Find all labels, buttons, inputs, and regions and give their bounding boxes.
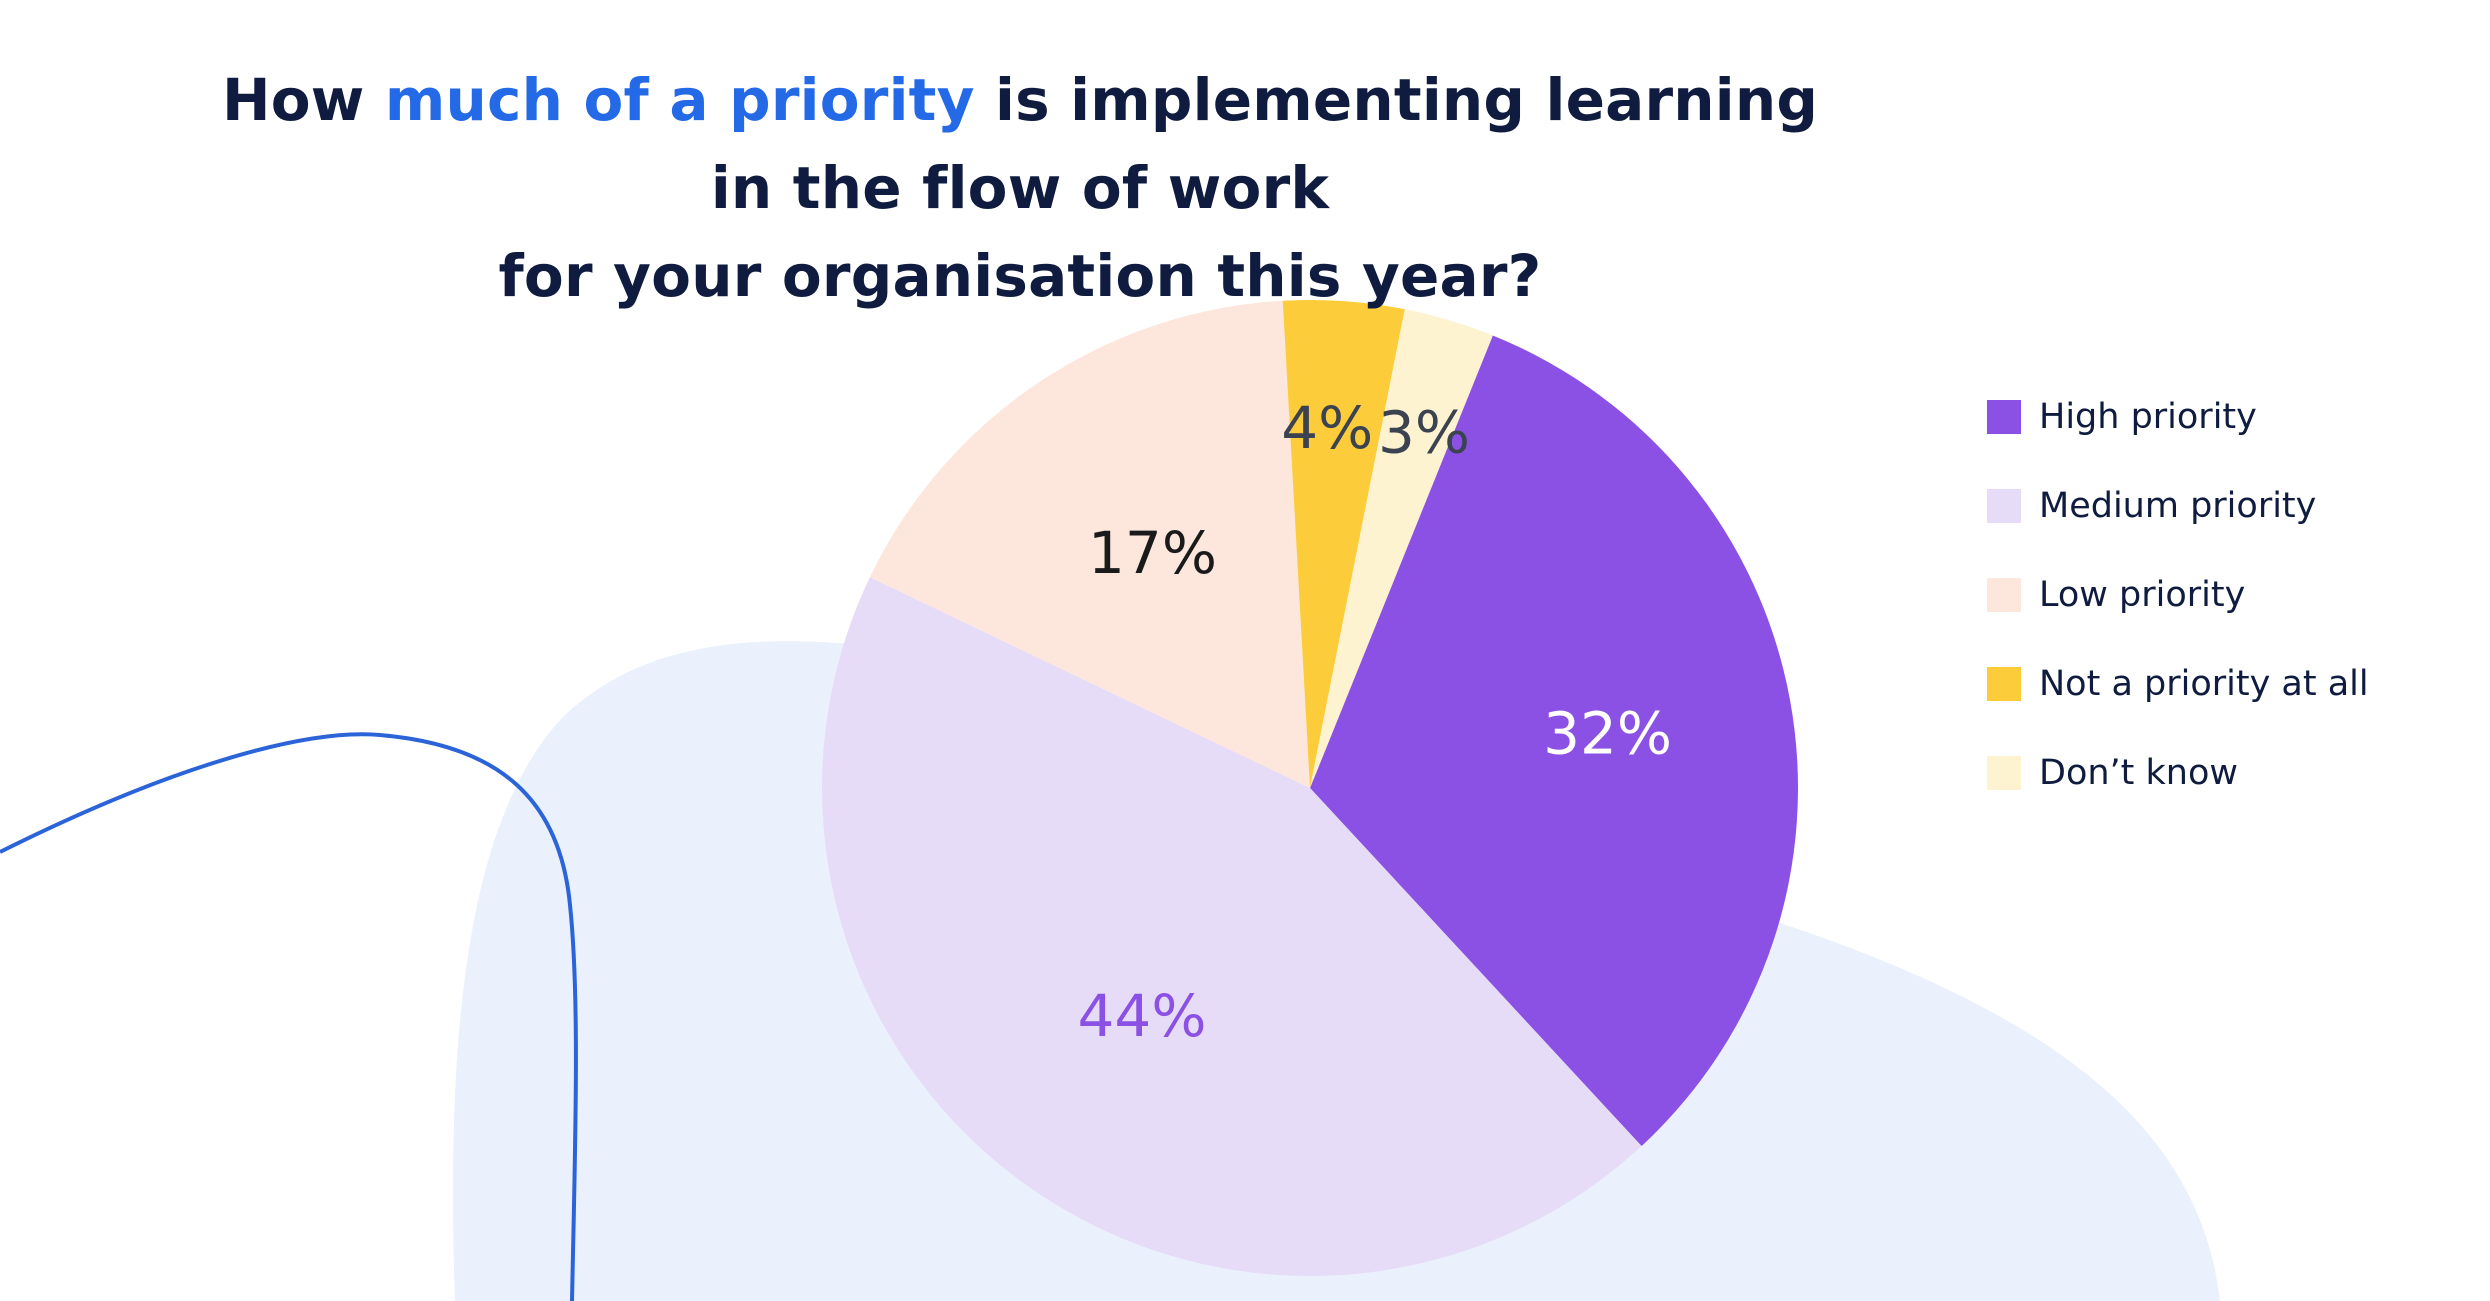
chart-title: How much of a priority is implementing l… — [200, 56, 1840, 320]
pie-label-high-priority: 32% — [1543, 699, 1672, 767]
pie-labels-group: 32% 44% 17% 4% 3% — [1078, 394, 1673, 1050]
legend-label-low-priority: Low priority — [2039, 574, 2246, 615]
legend-item-not-a-priority: Not a priority at all — [1987, 639, 2467, 728]
legend-item-low-priority: Low priority — [1987, 550, 2467, 639]
pie-label-medium-priority: 44% — [1078, 982, 1207, 1050]
pie-slice-don-t-know — [1310, 309, 1493, 788]
legend-swatch-not-a-priority — [1987, 666, 2021, 701]
pie-slice-low-priority — [869, 300, 1310, 788]
legend-swatch-high-priority — [1987, 399, 2021, 434]
chart-legend: High priority Medium priority Low priori… — [1987, 372, 2467, 817]
legend-swatch-low-priority — [1987, 577, 2021, 612]
chart-title-line-1: How much of a priority is implementing l… — [200, 56, 1840, 232]
pie-slice-not-a-priority-at-all — [1282, 299, 1405, 788]
legend-swatch-medium-priority — [1987, 488, 2021, 523]
pie-label-don-t-know: 3% — [1378, 399, 1470, 467]
legend-swatch-dont-know — [1987, 755, 2021, 790]
chart-title-line-2: for your organisation this year? — [498, 242, 1542, 310]
legend-item-high-priority: High priority — [1987, 372, 2467, 461]
legend-label-dont-know: Don’t know — [2039, 752, 2239, 793]
chart-title-suffix: is implementing learning in the flow of … — [710, 66, 1819, 222]
pie-slices-group — [822, 299, 1799, 1276]
legend-label-medium-priority: Medium priority — [2039, 485, 2317, 526]
legend-item-dont-know: Don’t know — [1987, 728, 2467, 817]
chart-title-highlight: much of a priority — [384, 66, 975, 134]
legend-item-medium-priority: Medium priority — [1987, 461, 2467, 550]
legend-label-high-priority: High priority — [2039, 396, 2257, 437]
pie-slice-high-priority — [1310, 335, 1799, 1147]
legend-label-not-a-priority: Not a priority at all — [2039, 663, 2369, 704]
decorative-curve-line — [0, 732, 578, 1301]
pie-label-not-a-priority-at-all: 4% — [1281, 394, 1373, 462]
pie-slice-medium-priority — [822, 577, 1642, 1276]
chart-title-prefix: How — [221, 66, 385, 134]
pie-label-low-priority: 17% — [1088, 519, 1217, 587]
